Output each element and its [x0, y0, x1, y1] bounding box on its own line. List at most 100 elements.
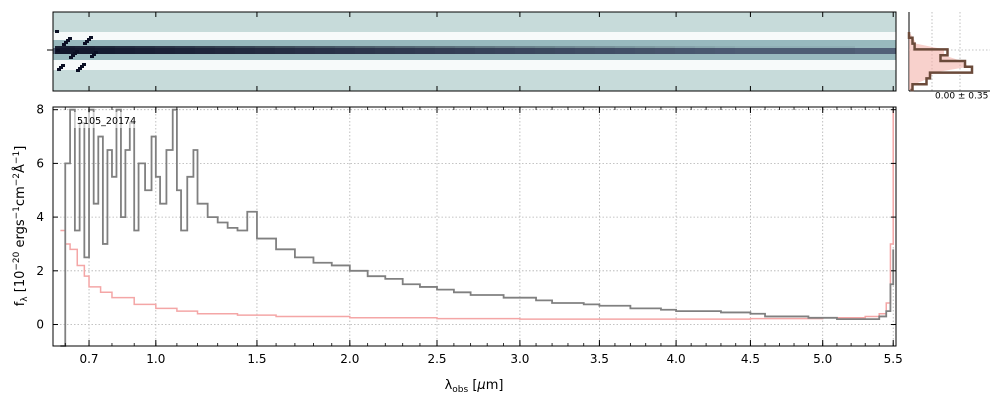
object-label: 5105_20174	[77, 116, 136, 127]
spectrum-2d-panel	[47, 11, 897, 92]
spectrum-2d-trace	[235, 46, 255, 54]
spectrum-1d-panel: 0.7 1.0 1.5 2.0 2.5 3.0 3.5 4.0 4.5 5.0 5.5 02468 …	[12, 103, 903, 395]
spectrum-2d-noise	[61, 64, 65, 67]
spectrum-2d-noise	[62, 43, 66, 46]
spectrum-2d-noise	[85, 40, 89, 43]
x-axis-label: λobs [μm]	[445, 378, 504, 395]
spectrum-2d-trace	[775, 46, 795, 54]
spectrum-2d-trace	[735, 46, 755, 54]
x-tick-label: 2.5	[427, 352, 446, 366]
y-tick-label: 8	[36, 103, 44, 117]
spectrum-2d-trace	[95, 46, 115, 54]
spectrum-2d-trace	[715, 46, 735, 54]
x-tick-label: 3.0	[510, 352, 529, 366]
y-tick-label: 0	[36, 318, 44, 332]
spectrum-2d-trace	[315, 46, 335, 54]
spectrum-2d-noise	[90, 55, 94, 58]
x-tick-label: 5.5	[884, 352, 903, 366]
spectrum-2d-noise	[94, 51, 98, 54]
spectrum-2d-trace	[575, 46, 595, 54]
spectrum-2d-trace	[835, 46, 855, 54]
spectrum-1d-series	[60, 108, 895, 347]
spectrum-2d-trace	[295, 46, 315, 54]
y-axis-ticks: 0 2 4 6 8	[36, 103, 896, 332]
spectrum-2d-noise	[78, 67, 82, 70]
spectrum-2d-trace	[375, 46, 395, 54]
spectrum-2d-strip	[53, 48, 896, 54]
x-tick-label: 4.0	[667, 352, 686, 366]
spectrum-2d-noise	[71, 54, 75, 57]
spectrum-2d-trace	[695, 46, 715, 54]
profile-model-fill	[909, 32, 969, 90]
spectrum-2d-trace	[155, 46, 175, 54]
y-tick-label: 6	[36, 156, 44, 170]
spectrum-2d-trace	[195, 46, 215, 54]
x-tick-label: 5.0	[813, 352, 832, 366]
object-label-box	[72, 112, 150, 128]
series-flux-line	[60, 108, 895, 347]
y-axis-label: fλ [10−20 ergs−1cm−2Å−1]	[12, 146, 30, 307]
spectrum-2d-trace	[275, 46, 295, 54]
spectrum-2d-trace	[815, 46, 835, 54]
spectrum-2d-trace	[215, 46, 235, 54]
spectrum-2d-trace	[675, 46, 695, 54]
spectrum-2d-trace	[515, 46, 535, 54]
spatial-profile-panel: 0.00 ± 0.35	[907, 12, 990, 102]
x-tick-label: 3.5	[590, 352, 609, 366]
spectrum-2d-noise	[56, 49, 60, 52]
spectrum-2d-noise	[64, 41, 68, 44]
spectrum-2d-trace	[555, 46, 575, 54]
spectrum-2d-noise	[75, 50, 79, 53]
spectrum-2d-noise	[80, 65, 84, 68]
x-tick-label: 2.0	[340, 352, 359, 366]
spectrum-2d-trace	[595, 46, 615, 54]
spectrum-2d-noise	[55, 30, 59, 33]
spectrum-2d-noise	[76, 69, 80, 72]
spectrum-2d-trace	[115, 46, 135, 54]
spectrum-2d-strips	[53, 30, 896, 72]
spectrum-1d-frame	[52, 106, 897, 347]
spectrum-2d-trace	[255, 46, 275, 54]
spectrum-2d-trace	[615, 46, 635, 54]
spectrum-2d-trace	[535, 46, 555, 54]
spectrum-2d-ticks	[47, 12, 894, 91]
spectrum-2d-trace	[455, 46, 475, 54]
spectrum-2d-trace	[475, 46, 495, 54]
spectrum-2d-noise	[68, 37, 72, 40]
spectrum-2d-trace	[55, 46, 75, 54]
spectrum-2d-strip	[53, 54, 896, 60]
spectrum-2d-trace	[135, 46, 155, 54]
spectrum-2d-strip	[53, 40, 896, 48]
spectrum-2d-noise	[82, 63, 86, 66]
spectrum-2d-trace	[635, 46, 655, 54]
spectrum-2d-trace	[395, 46, 415, 54]
profile-annotation: 0.00 ± 0.35	[935, 92, 988, 102]
spectrum-2d-trace	[175, 46, 195, 54]
x-tick-label: 1.0	[146, 352, 165, 366]
x-tick-label: 1.5	[247, 352, 266, 366]
spectrum-2d-noise	[83, 42, 87, 45]
x-axis-ticks: 0.7 1.0 1.5 2.0 2.5 3.0 3.5 4.0 4.5 5.0 5.5	[64, 107, 903, 366]
spectrum-2d-trace	[495, 46, 515, 54]
spectrum-2d-trace	[655, 46, 675, 54]
x-tick-label: 0.7	[79, 352, 98, 366]
spectrum-2d-trace	[755, 46, 775, 54]
spectrum-2d-trace	[795, 46, 815, 54]
spectrum-2d-strip	[53, 60, 896, 70]
spectrum-1d-grid	[53, 107, 896, 346]
spectrum-2d-trace	[435, 46, 455, 54]
spectrum-2d-trace	[415, 46, 435, 54]
spectrum-2d-noise	[73, 52, 77, 55]
spectrum-2d-noise	[89, 36, 93, 39]
spectrum-2d-noise	[87, 38, 91, 41]
spectrum-2d-trace	[335, 46, 355, 54]
spectrum-2d-frame	[52, 11, 897, 92]
spectrum-2d-noise	[57, 68, 61, 71]
spectrum-2d-noise	[66, 39, 70, 42]
y-tick-label: 4	[36, 210, 44, 224]
spectrum-2d-noise	[59, 66, 63, 69]
spectrum-2d-trace	[75, 46, 95, 54]
spectrum-2d-noise	[69, 56, 73, 59]
series-error-line	[60, 109, 894, 320]
y-tick-label: 2	[36, 264, 44, 278]
